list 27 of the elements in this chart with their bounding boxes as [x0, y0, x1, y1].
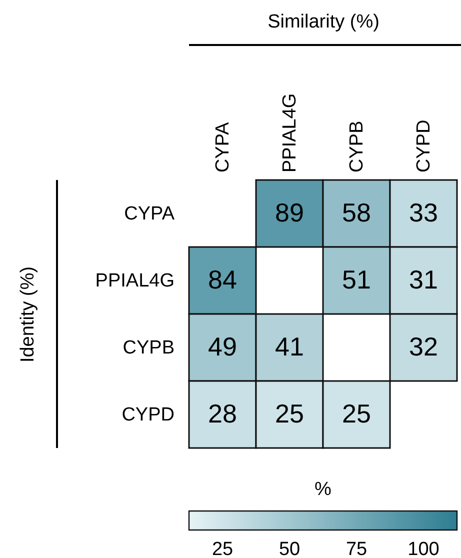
y-tick-label: CYPD [122, 404, 174, 426]
x-axis-title: Similarity (%) [268, 11, 380, 32]
x-tick-label: CYPB [346, 120, 368, 172]
x-tick-label: CYPD [414, 120, 434, 172]
data-label: 58 [342, 198, 371, 228]
y-tick-label: CYPA [124, 204, 175, 224]
color-bar-title: % [314, 479, 332, 500]
data-label: 32 [409, 332, 438, 362]
data-label: 33 [409, 198, 438, 228]
color-bar-label: 75 [346, 539, 368, 558]
data-label: 41 [275, 332, 304, 362]
data-label: 49 [208, 332, 237, 362]
color-bar-label: 25 [212, 539, 234, 558]
y-tick-label: CYPB [122, 338, 174, 358]
data-label: 25 [342, 398, 371, 428]
x-tick-label: CYPA [212, 122, 234, 172]
data-label: 25 [275, 398, 304, 428]
data-label: 31 [409, 264, 438, 294]
data-label: 89 [275, 198, 304, 228]
color-bar-label: 100 [408, 539, 440, 558]
color-bar-label: 50 [278, 539, 300, 558]
y-tick-label: PPIAL4G [95, 270, 174, 292]
data-label: 84 [208, 264, 237, 294]
data-label: 28 [208, 398, 237, 428]
y-axis-title: Identity (%) [17, 266, 38, 363]
data-label: 51 [342, 264, 371, 294]
x-tick-label: PPIAL4G [280, 93, 300, 172]
